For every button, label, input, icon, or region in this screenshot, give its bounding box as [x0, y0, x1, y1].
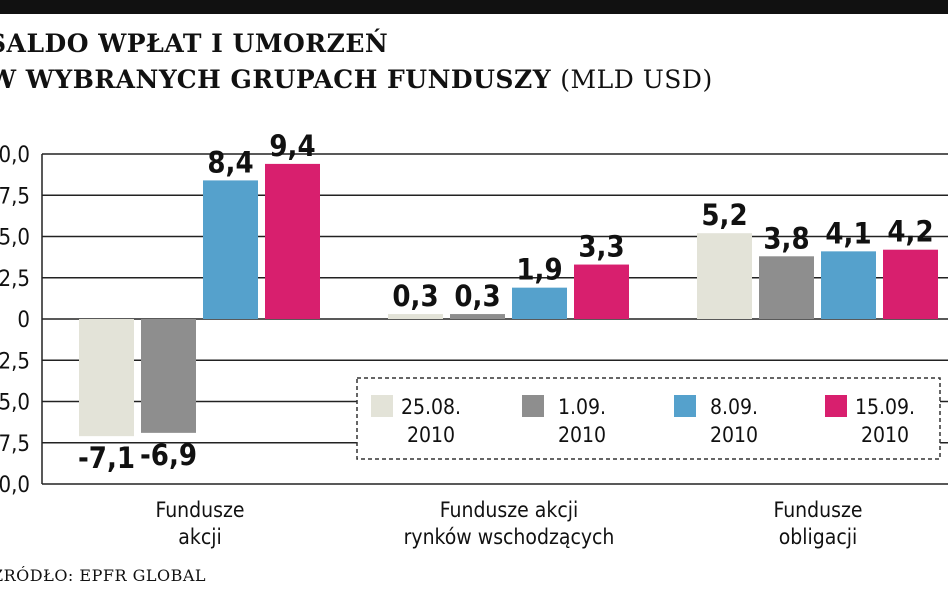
data-label: 4,2: [887, 215, 933, 249]
y-tick-label: 7,5: [0, 184, 30, 209]
bar-series-25-08: [79, 319, 134, 437]
bar-series-1-09: [450, 314, 505, 319]
category-label: Fundusze akcji rynków wschodzących: [404, 498, 615, 549]
bar-series-1-09: [141, 319, 196, 433]
bar-series-15-09: [883, 249, 938, 319]
bar-series-8-09: [512, 287, 567, 319]
bar-series-8-09: [821, 251, 876, 319]
y-tick-label: 10,0: [0, 143, 30, 168]
y-tick-label: 2,5: [0, 267, 30, 292]
category-label: Fundusze akcji: [155, 498, 244, 549]
category-label: Fundusze obligacji: [773, 498, 862, 549]
bar-series-15-09: [265, 163, 320, 319]
legend-box: [356, 377, 941, 460]
data-label: 3,3: [578, 230, 624, 264]
data-label: 4,1: [825, 216, 871, 250]
chart-title: SALDO WPŁAT I UMORZEŃ W WYBRANYCH GRUPAC…: [0, 26, 713, 98]
legend-label: 15.09. 2010: [855, 395, 915, 447]
y-tick-label: 0: [17, 308, 30, 333]
bar-series-25-08: [697, 233, 752, 319]
data-label: 1,9: [516, 253, 562, 287]
title-unit: (MLD USD): [560, 65, 713, 94]
data-label: 0,3: [392, 279, 438, 313]
title-line-2: W WYBRANYCH GRUPACH FUNDUSZY (MLD USD): [0, 62, 713, 98]
y-tick-label: -10,0: [0, 473, 30, 498]
data-label: -6,9: [140, 438, 197, 472]
legend-swatch: [674, 395, 696, 417]
bar-series-15-09: [574, 264, 629, 319]
title-line-2-text: W WYBRANYCH GRUPACH FUNDUSZY: [0, 65, 552, 94]
legend-swatch: [522, 395, 544, 417]
data-label: 3,8: [763, 221, 809, 255]
data-label: 8,4: [207, 145, 253, 179]
bar-series-1-09: [759, 256, 814, 319]
legend-label: 8.09. 2010: [710, 395, 758, 447]
source-note: ŹRÓDŁO: EPFR GLOBAL: [0, 566, 207, 585]
top-bar: [0, 0, 948, 14]
data-label: 9,4: [269, 129, 315, 163]
legend-swatch: [371, 395, 393, 417]
bar-series-8-09: [203, 180, 258, 319]
legend-label: 1.09. 2010: [558, 395, 606, 447]
bar-series-25-08: [388, 314, 443, 319]
legend-swatch: [825, 395, 847, 417]
y-tick-label: -7,5: [0, 432, 30, 457]
data-label: 5,2: [701, 198, 747, 232]
y-tick-label: 5,0: [0, 226, 30, 251]
y-tick-label: -5,0: [0, 391, 30, 416]
data-label: -7,1: [78, 441, 135, 475]
data-label: 0,3: [454, 279, 500, 313]
y-tick-label: -2,5: [0, 349, 30, 374]
title-line-1: SALDO WPŁAT I UMORZEŃ: [0, 29, 389, 58]
legend-label: 25.08. 2010: [401, 395, 461, 447]
